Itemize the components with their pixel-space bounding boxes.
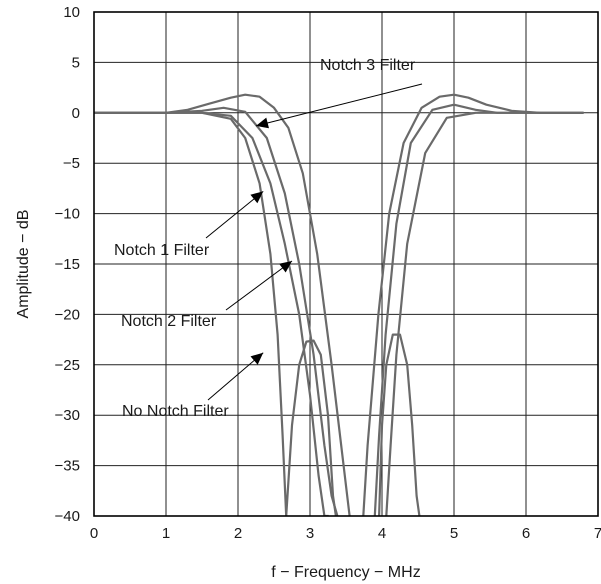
annotation-label: Notch 2 Filter	[121, 313, 217, 330]
x-tick-label: 7	[594, 525, 601, 542]
x-tick-label: 1	[162, 525, 170, 542]
x-tick-label: 0	[90, 525, 98, 542]
plot-frame	[93, 11, 599, 517]
annotations: Notch 3 Filter Notch 1 Filter Notch 2 Filt…	[114, 57, 423, 420]
y-tick-label: −40	[55, 508, 80, 525]
annotation-leader-line	[207, 352, 264, 401]
notch-3-filter-curve-upper	[362, 93, 584, 516]
x-tick-label: 6	[522, 525, 530, 542]
annotation-arrowhead	[279, 260, 292, 273]
y-tick-label: −30	[55, 407, 80, 424]
y-tick-label: 5	[72, 54, 80, 71]
annotation-label: Notch 3 Filter	[320, 57, 416, 74]
y-axis-label: Amplitude − dB	[15, 210, 32, 319]
y-tick-label: −25	[55, 357, 80, 374]
annotation-leader-line	[255, 83, 423, 127]
annotation-label: No Notch Filter	[122, 403, 229, 420]
annotation-arrowhead	[250, 352, 264, 365]
notch-2-filter-curve-upper	[373, 103, 584, 516]
annotation-arrowhead	[256, 117, 269, 129]
notch-1-filter-curve	[94, 111, 329, 516]
y-tick-label: 10	[63, 4, 80, 21]
tick-labels: 0 1 2 3 4 5 6 7 10 5 0 −5 −10 −15 −20 −25 −30 −35 −40	[55, 4, 601, 542]
y-tick-label: −15	[55, 256, 80, 273]
y-tick-label: 0	[72, 105, 80, 122]
x-tick-label: 3	[306, 525, 314, 542]
x-tick-label: 4	[378, 525, 386, 542]
no-notch-filter-curve	[94, 111, 337, 516]
y-tick-label: −5	[63, 155, 80, 172]
annotation-arrowhead	[250, 191, 264, 204]
y-tick-label: −20	[55, 306, 80, 323]
y-tick-label: −35	[55, 458, 80, 475]
filter-curves	[94, 93, 584, 516]
grid-lines	[93, 11, 599, 517]
annotation-leader-line	[205, 191, 264, 239]
notch-3-filter-curve	[94, 93, 351, 516]
x-tick-label: 5	[450, 525, 458, 542]
y-tick-label: −10	[55, 206, 80, 223]
annotation-leader-line	[225, 260, 293, 311]
annotation-label: Notch 1 Filter	[114, 242, 210, 259]
x-axis-label: f − Frequency − MHz	[271, 564, 420, 581]
no-notch-filter-curve	[378, 333, 421, 516]
x-tick-label: 2	[234, 525, 242, 542]
notch-2-filter-curve	[94, 106, 339, 516]
